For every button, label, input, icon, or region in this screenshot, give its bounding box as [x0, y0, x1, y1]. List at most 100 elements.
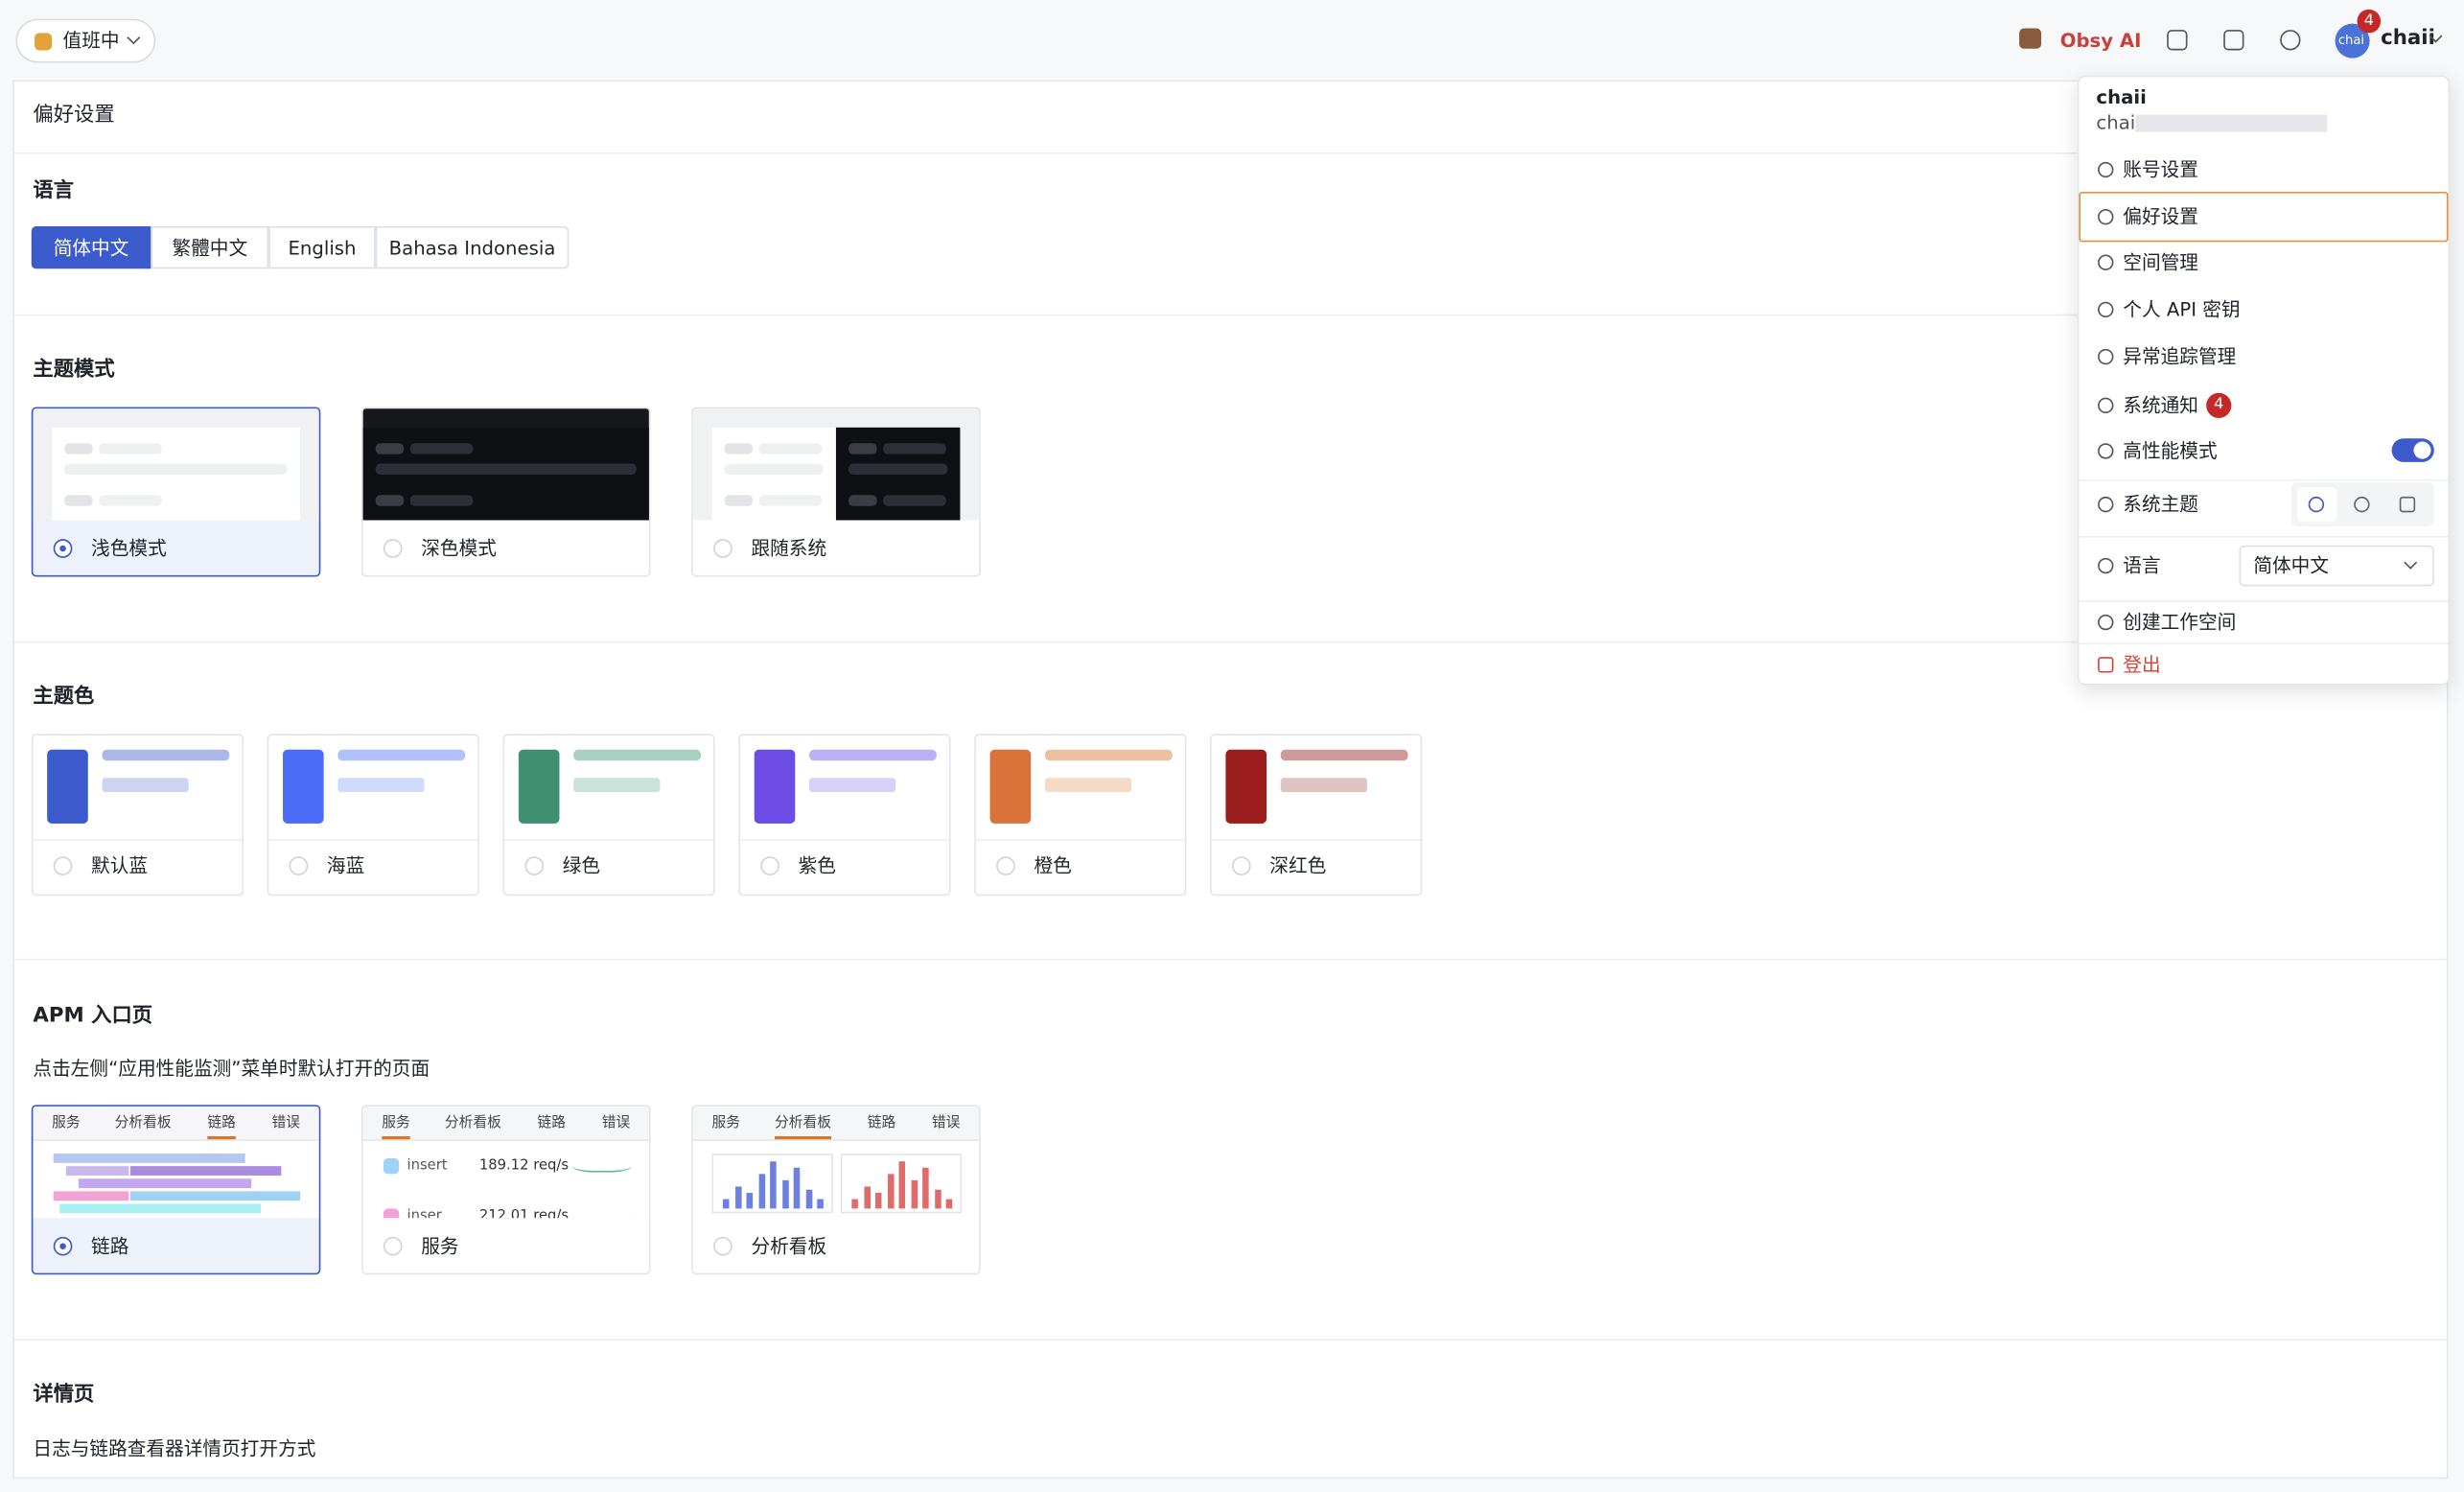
- menu-item[interactable]: 个人 API 密钥: [2123, 298, 2241, 321]
- theme-mode-card[interactable]: 浅色模式: [31, 407, 321, 577]
- section-desc: 点击左侧“应用性能监测”菜单时默认打开的页面: [33, 1058, 430, 1080]
- divider: [13, 314, 2447, 316]
- preview-bar: [64, 443, 93, 455]
- menu-item[interactable]: 账号设置: [2123, 158, 2198, 181]
- toolbar-icon[interactable]: [2280, 30, 2301, 51]
- theme-color-card[interactable]: 深红色: [1210, 734, 1423, 897]
- divider: [739, 839, 949, 841]
- apm-option-label[interactable]: 服务: [421, 1235, 459, 1258]
- trace-bar: [53, 1154, 245, 1163]
- theme-mode-label[interactable]: 跟随系统: [751, 537, 827, 560]
- divider: [2079, 642, 2449, 644]
- trace-bar: [65, 1166, 129, 1176]
- radio[interactable]: [53, 1236, 73, 1256]
- section-title: APM 入口页: [33, 1004, 153, 1028]
- theme-color-card[interactable]: 默认蓝: [31, 734, 244, 897]
- ai-link[interactable]: Obsy AI: [2059, 30, 2142, 53]
- apm-option-label[interactable]: 链路: [91, 1235, 129, 1258]
- divider: [268, 839, 478, 841]
- theme-color-label[interactable]: 默认蓝: [91, 854, 149, 877]
- preview-bar: [99, 495, 162, 506]
- avatar-text: chai: [2337, 33, 2365, 48]
- radio[interactable]: [53, 539, 73, 558]
- menu-user-name: chaii: [2096, 86, 2147, 109]
- radio[interactable]: [996, 856, 1015, 875]
- menu-item[interactable]: 空间管理: [2123, 251, 2198, 274]
- theme-switch-option[interactable]: [2388, 487, 2428, 522]
- language-select[interactable]: 简体中文: [2239, 545, 2434, 587]
- language-label[interactable]: English: [288, 237, 357, 260]
- preview-window: [711, 427, 836, 521]
- language-option[interactable]: Bahasa Indonesia: [375, 226, 570, 269]
- theme-mode-card[interactable]: 深色模式: [360, 407, 651, 577]
- theme-color-card[interactable]: 绿色: [502, 734, 715, 897]
- mini-bar: [793, 1167, 801, 1209]
- apm-tab: 服务: [382, 1115, 410, 1132]
- language-label[interactable]: 繁體中文: [172, 237, 248, 260]
- toggle[interactable]: [2391, 438, 2434, 462]
- preview-window: [362, 427, 649, 521]
- theme-switch-option[interactable]: [2297, 487, 2337, 523]
- toolbar-icon[interactable]: [2167, 30, 2188, 51]
- theme-mode-card[interactable]: 跟随系统: [691, 407, 981, 577]
- language-label[interactable]: 简体中文: [53, 237, 129, 260]
- service-name: inser: [407, 1208, 442, 1219]
- user-name[interactable]: chaii: [2381, 26, 2435, 51]
- radio[interactable]: [524, 856, 545, 875]
- mini-bar: [934, 1189, 941, 1209]
- theme-mode-label[interactable]: 深色模式: [421, 537, 497, 560]
- radio[interactable]: [1231, 856, 1251, 875]
- theme-color-card[interactable]: 紫色: [738, 734, 951, 897]
- menu-item[interactable]: 系统通知: [2123, 394, 2198, 417]
- theme-color-card[interactable]: 海蓝: [267, 734, 479, 897]
- radio[interactable]: [383, 539, 403, 558]
- preview: 服务 分析看板 链路 错误: [33, 1106, 319, 1219]
- radio[interactable]: [53, 856, 73, 875]
- preview-bar: [809, 778, 896, 793]
- ai-icon[interactable]: [2019, 28, 2042, 49]
- language-label[interactable]: Bahasa Indonesia: [388, 237, 556, 260]
- menu-item[interactable]: 偏好设置: [2123, 205, 2198, 228]
- theme-color-label[interactable]: 紫色: [798, 854, 836, 877]
- menu-logout[interactable]: 登出: [2123, 653, 2161, 676]
- divider: [13, 152, 2447, 154]
- theme-color-label[interactable]: 橙色: [1034, 854, 1072, 877]
- language-option[interactable]: 繁體中文: [151, 226, 269, 269]
- menu-badge: 4: [2206, 392, 2232, 418]
- divider: [975, 839, 1185, 841]
- radio[interactable]: [289, 856, 309, 875]
- radio[interactable]: [713, 539, 732, 558]
- radio[interactable]: [760, 856, 779, 875]
- theme-color-label[interactable]: 海蓝: [326, 854, 365, 877]
- theme-color-card[interactable]: 橙色: [974, 734, 1187, 897]
- apm-card[interactable]: 服务 分析看板 链路 错误 insert 189.12 req/s inser 212.01 …: [360, 1105, 651, 1275]
- menu-item[interactable]: 高性能模式: [2123, 439, 2218, 462]
- divider: [2079, 478, 2449, 481]
- toolbar-icon[interactable]: [2223, 30, 2244, 51]
- status-button[interactable]: 值班中: [15, 18, 156, 63]
- menu-item[interactable]: 异常追踪管理: [2123, 345, 2237, 368]
- menu-item[interactable]: 创建工作空间: [2123, 611, 2237, 634]
- status-text[interactable]: 值班中: [62, 30, 120, 53]
- radio[interactable]: [383, 1236, 403, 1256]
- preview-bar: [1280, 778, 1367, 793]
- theme-switch-option[interactable]: [2343, 487, 2383, 522]
- menu-icon: [2098, 254, 2114, 270]
- theme-color-label[interactable]: 深红色: [1269, 854, 1327, 877]
- mini-bar: [898, 1161, 906, 1209]
- radio[interactable]: [713, 1236, 732, 1256]
- preview-bar: [337, 778, 425, 793]
- preview-bar: [848, 495, 877, 506]
- apm-card[interactable]: 服务 分析看板 链路 错误 分析看板: [691, 1105, 981, 1275]
- apm-card[interactable]: 服务 分析看板 链路 错误链路: [31, 1105, 321, 1275]
- menu-item[interactable]: 系统主题: [2123, 493, 2198, 516]
- theme-color-label[interactable]: 绿色: [562, 854, 601, 877]
- menu-item[interactable]: 语言: [2123, 554, 2161, 577]
- language-option[interactable]: English: [268, 226, 376, 269]
- menu-icon: [2098, 397, 2114, 414]
- language-option[interactable]: 简体中文: [31, 226, 151, 269]
- divider: [33, 839, 243, 841]
- apm-option-label[interactable]: 分析看板: [751, 1235, 827, 1258]
- preview-bar: [883, 443, 946, 455]
- theme-mode-label[interactable]: 浅色模式: [91, 537, 167, 560]
